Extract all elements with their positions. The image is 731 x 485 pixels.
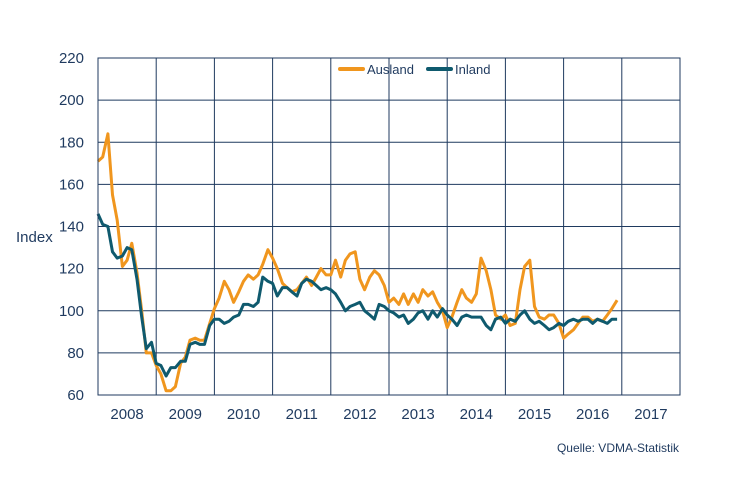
legend: Ausland Inland (338, 62, 490, 77)
y-tick-label: 160 (59, 176, 84, 193)
x-tick-label: 2009 (169, 406, 202, 423)
x-ticks: 2008 2009 2010 2011 2012 2013 2014 2015 2016 2017 (110, 406, 667, 423)
source-note: Quelle: VDMA-Statistik (556, 441, 679, 455)
plot-frame (97, 57, 681, 396)
y-tick-label: 80 (67, 345, 84, 362)
series-lines (96, 132, 619, 393)
y-tick-label: 60 (67, 387, 84, 404)
y-tick-label: 120 (59, 261, 84, 278)
series-line-inland (96, 213, 618, 378)
x-tick-label: 2008 (110, 406, 143, 423)
x-tick-label: 2011 (286, 406, 318, 423)
y-tick-label: 200 (59, 92, 84, 109)
x-tick-label: 2015 (518, 406, 551, 423)
y-tick-label: 180 (59, 134, 84, 151)
y-tick-label: 100 (59, 303, 84, 320)
y-axis-label: Index (16, 229, 53, 246)
y-tick-label: 140 (59, 219, 84, 236)
x-tick-label: 2010 (227, 406, 260, 423)
y-tick-label: 220 (59, 50, 84, 67)
x-tick-label: 2013 (401, 406, 434, 423)
x-tick-label: 2017 (634, 406, 667, 423)
legend-label-inland: Inland (455, 62, 490, 77)
x-tick-label: 2012 (343, 406, 376, 423)
x-tick-label: 2016 (576, 406, 609, 423)
series-line-ausland (97, 132, 619, 393)
x-tick-label: 2014 (460, 406, 493, 423)
legend-label-ausland: Ausland (367, 62, 414, 77)
grid (97, 57, 681, 396)
y-ticks: 60 80 100 120 140 160 180 200 220 (59, 50, 84, 404)
